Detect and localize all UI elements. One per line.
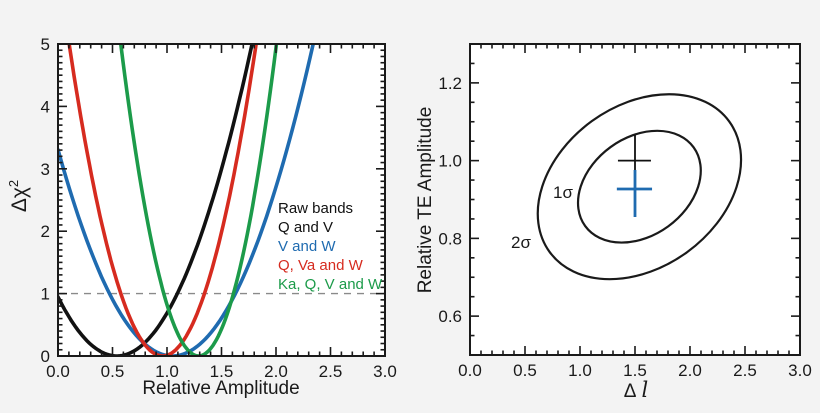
contour-ellipse-1σ <box>576 129 702 244</box>
x-tick-label: 1.5 <box>210 362 234 381</box>
y-tick-label: 2 <box>41 222 50 241</box>
y-tick-label: 0.6 <box>438 307 462 326</box>
blue-cross <box>616 169 653 217</box>
plot-area <box>58 44 385 356</box>
x-tick-label: 1.5 <box>623 361 647 380</box>
y-tick-label: 4 <box>41 97 50 116</box>
y-tick-label: 1.0 <box>438 152 462 171</box>
x-tick-label: 2.0 <box>678 361 702 380</box>
x-tick-label: 2.5 <box>319 362 343 381</box>
x-tick-label: 0.0 <box>458 361 482 380</box>
y-tick-label: 1.2 <box>438 74 462 93</box>
x-tick-label: 0.5 <box>513 361 537 380</box>
x-tick-label: 0.5 <box>101 362 125 381</box>
x-tick-label: 3.0 <box>373 362 397 381</box>
x-tick-label: 2.0 <box>264 362 288 381</box>
y-tick-label: 1 <box>41 285 50 304</box>
chart-panel-0: 0.0 0.5 1.0 1.5 2.0 2.5 3.0 0 1 2 3 4 5 <box>41 35 397 381</box>
x-tick-label: 1.0 <box>155 362 179 381</box>
chart-panel-1: 0.0 0.5 1.0 1.5 2.0 2.5 3.0 0.6 0.8 1.0 1.2 <box>438 43 812 380</box>
y-tick-label: 0 <box>41 347 50 366</box>
curve-raw-bands-q-and-v <box>58 44 254 356</box>
x-tick-label: 2.5 <box>733 361 757 380</box>
curve-q-va-and-w <box>67 44 258 356</box>
x-tick-label: 3.0 <box>788 361 812 380</box>
x-tick-label: 1.0 <box>568 361 592 380</box>
curve-ka-q-v-and-w <box>118 44 279 356</box>
contour-ellipse-2σ <box>536 93 743 281</box>
y-tick-label: 3 <box>41 160 50 179</box>
y-tick-label: 5 <box>41 35 50 54</box>
black-cross <box>617 134 651 176</box>
y-tick-label: 0.8 <box>438 229 462 248</box>
x-tick-label: 0.0 <box>46 362 70 381</box>
